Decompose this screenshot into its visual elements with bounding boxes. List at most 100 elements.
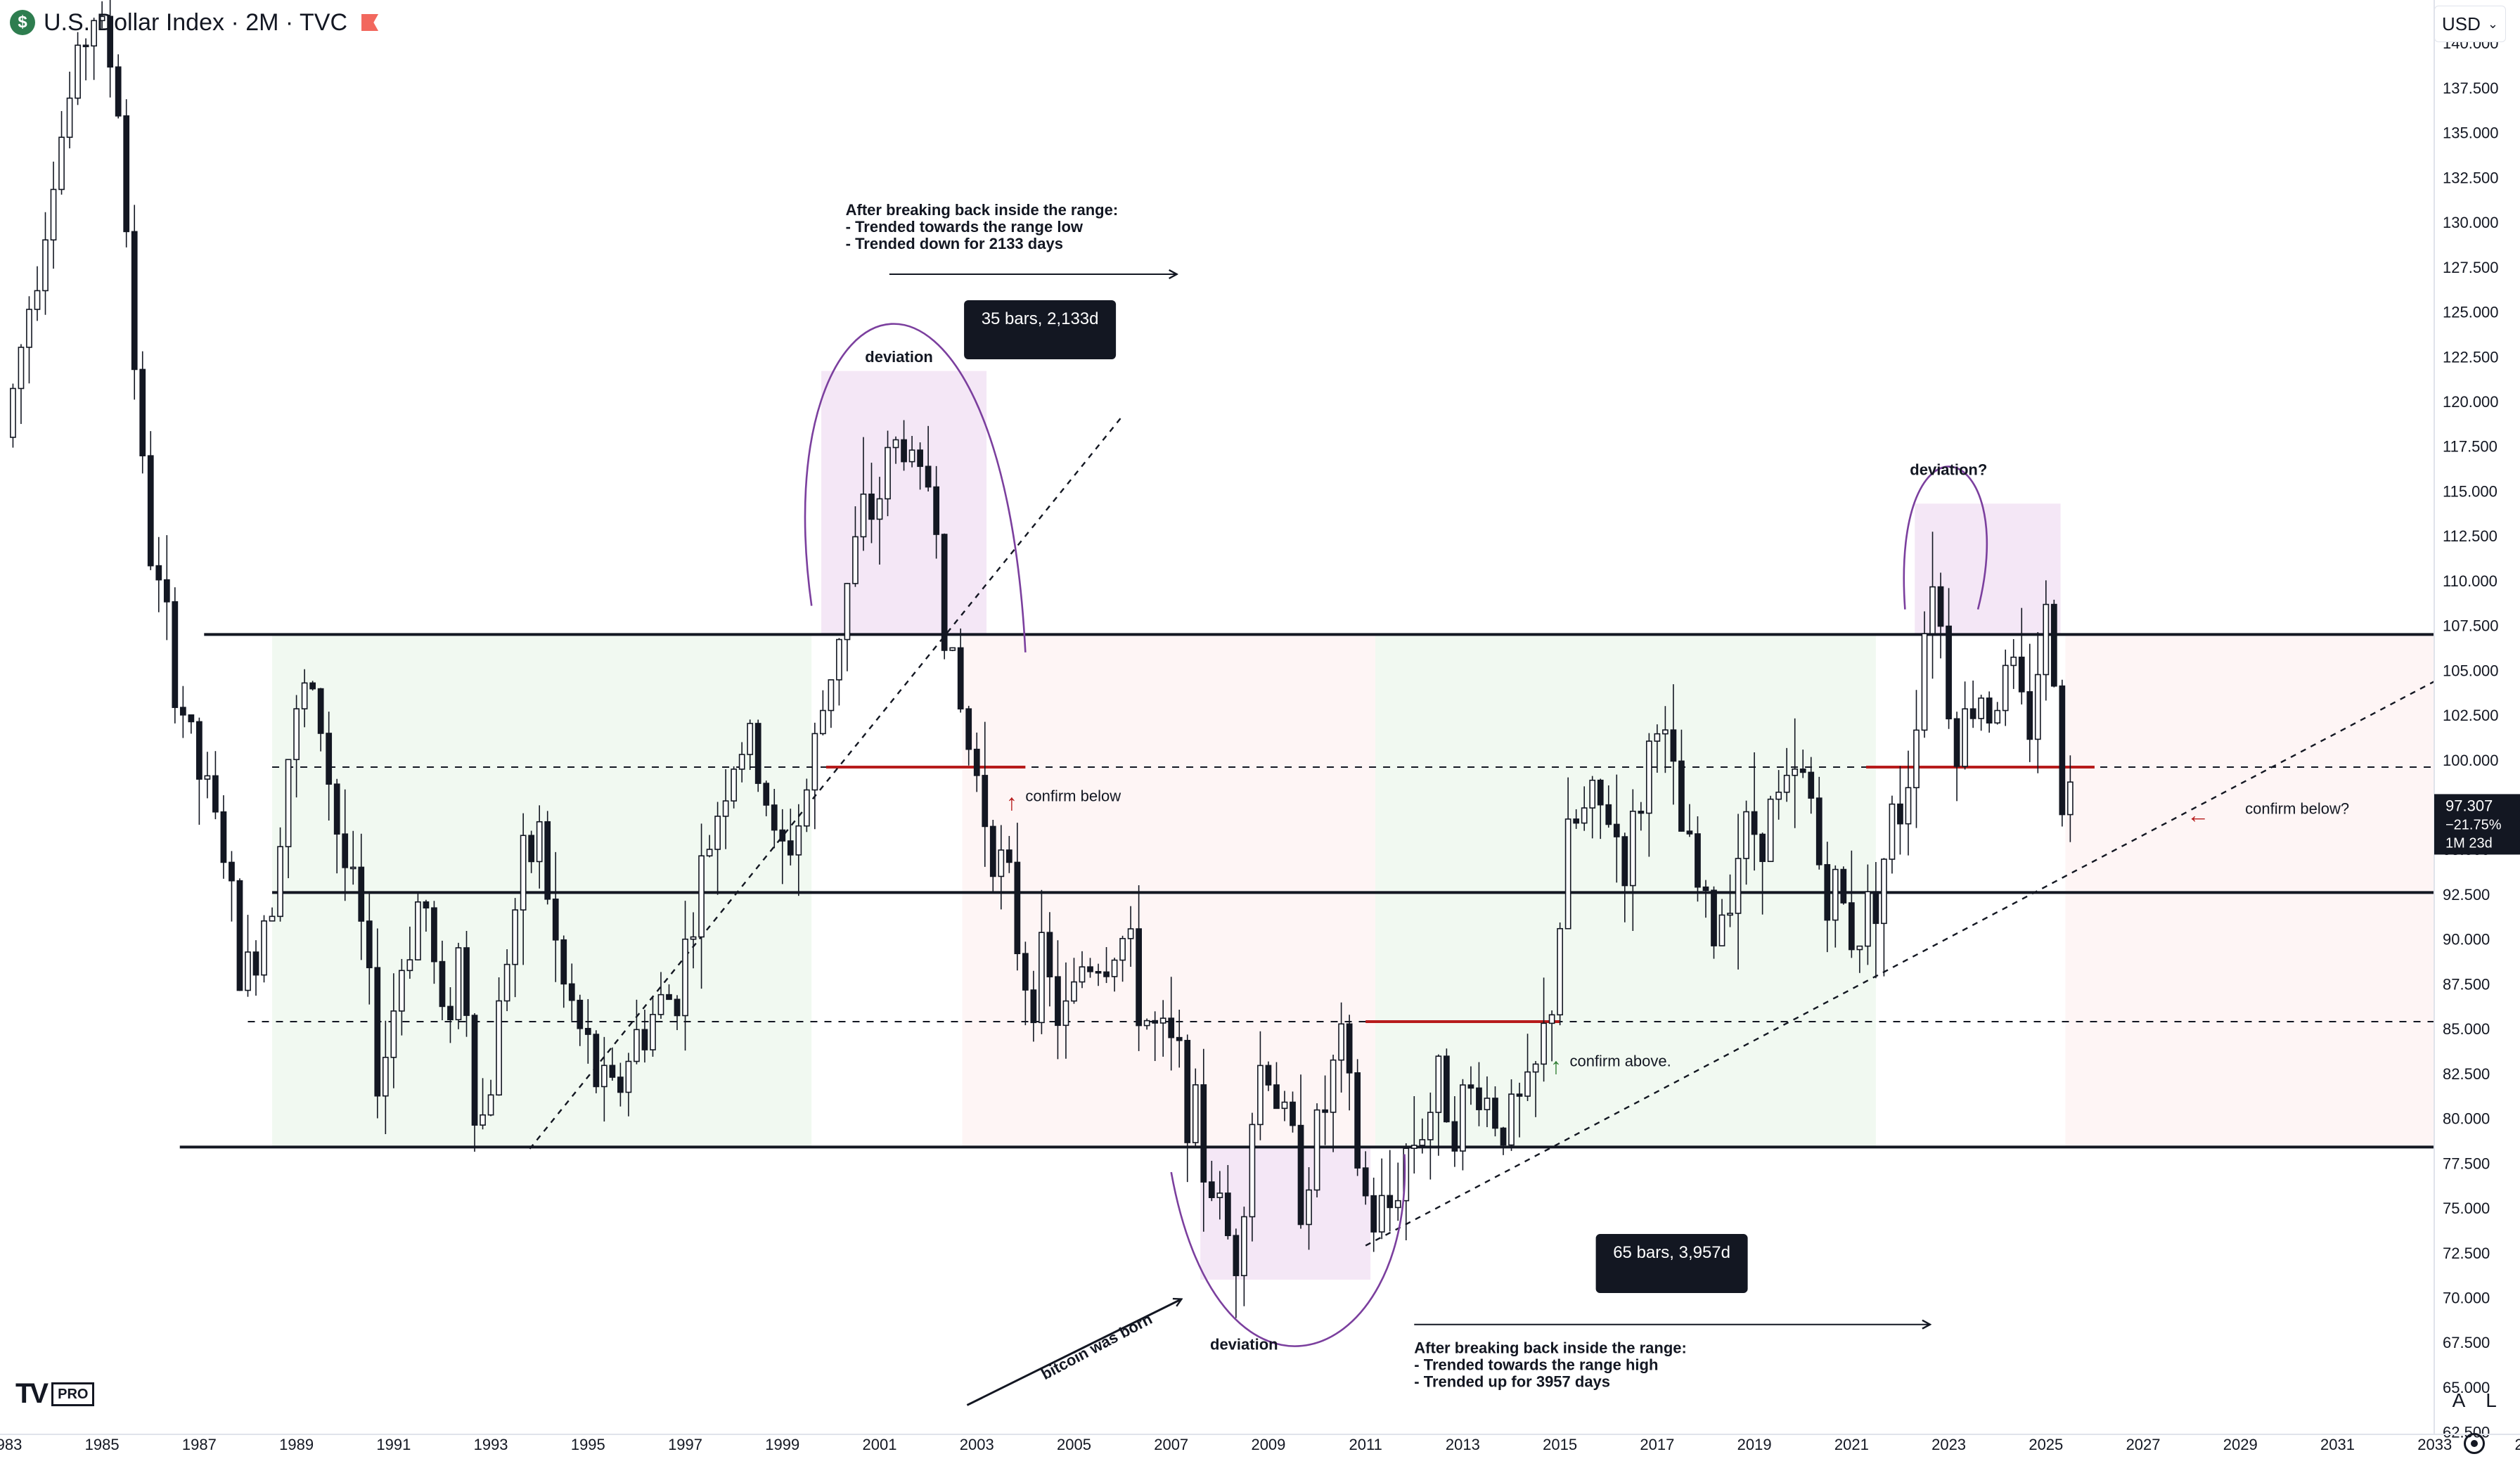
candle-down (155, 565, 162, 581)
candle-up (1913, 729, 1920, 789)
settings-gear-icon[interactable] (2464, 1433, 2485, 1454)
candle-up (1767, 798, 1774, 862)
price-tick-label: 117.500 (2443, 438, 2498, 456)
candle-down (1492, 1098, 1498, 1129)
candle-up (1564, 818, 1571, 930)
candle-up (50, 188, 57, 241)
candle-down (1467, 1084, 1474, 1089)
candle-down (2050, 603, 2057, 687)
time-tick-label: 1985 (85, 1436, 120, 1453)
candle-down (1152, 1020, 1159, 1024)
candle-down (326, 733, 333, 785)
note-line: - Trended up for 3957 days (1414, 1373, 1610, 1391)
time-tick-label: 2031 (2320, 1436, 2355, 1453)
candle-up (269, 915, 276, 922)
price-tick-label: 135.000 (2443, 124, 2499, 142)
candle-down (1014, 861, 1021, 955)
price-tick-label: 90.000 (2443, 931, 2490, 949)
candle-up (503, 963, 510, 1002)
candle-down (229, 861, 235, 882)
note-line: - Trended towards the range low (846, 218, 1084, 236)
zone-green-0 (272, 634, 812, 1147)
candle-down (1937, 586, 1944, 627)
candle-down (1168, 1017, 1175, 1039)
candle-up (1589, 779, 1596, 809)
candle-up (836, 638, 842, 681)
time-tick-label: 2033 (2417, 1436, 2452, 1453)
candle-up (1775, 791, 1782, 800)
time-tick-label: 1995 (571, 1436, 605, 1453)
candle-down (1872, 891, 1879, 925)
candle-down (1695, 833, 1701, 888)
annotation-text: confirm below (1025, 787, 1121, 804)
candle-down (1808, 771, 1815, 799)
candle-down (544, 821, 551, 900)
candle-up (277, 846, 283, 918)
candle-up (455, 947, 462, 1021)
candle-up (496, 1000, 502, 1096)
candle-up (1249, 1124, 1256, 1218)
candle-up (261, 920, 267, 976)
candle-up (714, 816, 721, 850)
price-tick-label: 107.500 (2443, 617, 2499, 635)
time-tick-label: 2019 (1737, 1436, 1772, 1453)
price-tick-label: 137.500 (2443, 79, 2499, 97)
red-flag-icon[interactable] (361, 14, 379, 31)
symbol-header[interactable]: $ U.S. Dollar Index · 2M · TVC (10, 7, 379, 38)
candle-down (1759, 833, 1766, 862)
zone-purple-6 (1915, 503, 2061, 635)
candle-down (1136, 928, 1143, 1027)
candle-down (941, 534, 948, 651)
candle-down (309, 682, 316, 690)
candle-down (123, 115, 130, 233)
time-tick-label: 1997 (668, 1436, 702, 1453)
price-tick-label: 92.500 (2443, 886, 2490, 904)
measure-box (964, 300, 1117, 360)
candle-up (1330, 1059, 1337, 1113)
price-tick-label: 105.000 (2443, 662, 2499, 679)
time-tick-label: 1989 (279, 1436, 314, 1453)
candle-up (1541, 1022, 1547, 1065)
annotation-layer: ↑ ↑ ← deviation deviation deviation? confirm b… (804, 201, 2520, 1406)
time-tick-label: 2023 (1931, 1436, 1966, 1453)
annotation-text: confirm below? (2245, 799, 2349, 817)
symbol-title[interactable]: U.S. Dollar Index · 2M · TVC (44, 8, 348, 36)
candle-down (188, 714, 195, 723)
candle-down (431, 907, 437, 963)
time-tick-label: 2013 (1446, 1436, 1480, 1453)
time-tick-label: 2029 (2223, 1436, 2258, 1453)
candle-down (212, 775, 219, 813)
candle-up (58, 136, 65, 191)
price-tick-label: 85.000 (2443, 1020, 2490, 1038)
candle-down (666, 994, 672, 1001)
candle-up (1127, 928, 1134, 939)
auto-scale-button[interactable]: A (2452, 1389, 2466, 1411)
candle-up (1645, 740, 1652, 814)
candle-down (1005, 849, 1012, 863)
candle-up (26, 309, 32, 348)
currency-select[interactable]: USD ⌄ (2434, 6, 2506, 42)
candle-up (1905, 787, 1912, 825)
time-tick-label: 2011 (1349, 1436, 1382, 1453)
price-axis-panel (2434, 0, 2520, 1462)
log-scale-button[interactable]: L (2486, 1389, 2497, 1411)
candle-up (1921, 633, 1928, 731)
candle-up (811, 733, 818, 791)
candle-down (131, 231, 138, 371)
price-tick-label: 87.500 (2443, 975, 2490, 993)
time-tick-label: 1983 (0, 1436, 22, 1453)
candle-up (1192, 1084, 1199, 1143)
candle-down (1443, 1055, 1450, 1123)
candle-down (374, 967, 381, 1097)
price-tick-label: 67.500 (2443, 1334, 2490, 1351)
price-tick-label: 82.500 (2443, 1065, 2490, 1083)
candle-up (690, 936, 697, 940)
candle-up (75, 44, 81, 99)
candle-down (1233, 1235, 1240, 1276)
candle-down (973, 748, 980, 776)
candle-down (617, 1076, 624, 1093)
price-tick-label: 122.500 (2443, 348, 2499, 366)
pro-badge: PRO (51, 1382, 95, 1406)
